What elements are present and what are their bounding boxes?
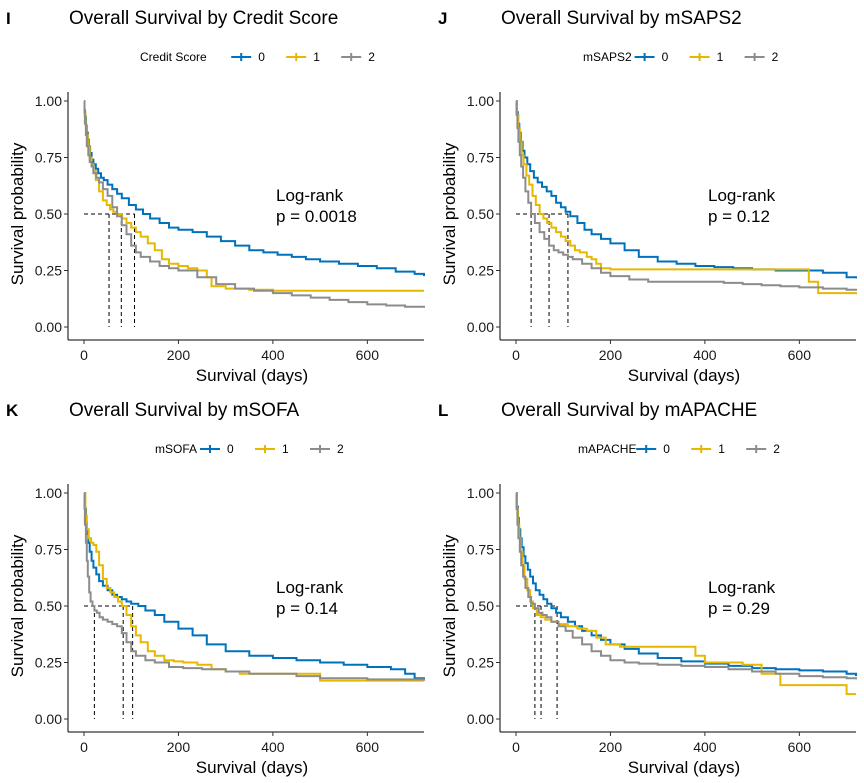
survival-curve-1 [515, 100, 857, 295]
p-value: p = 0.29 [708, 599, 770, 618]
survival-curve-0 [515, 100, 857, 279]
legend: mSOFA 0 1 2 [155, 442, 344, 456]
x-tick-label: 0 [512, 739, 520, 755]
legend-label-0: 0 [663, 442, 670, 456]
y-tick-label: 1.00 [35, 485, 62, 501]
panel-k: K Overall Survival by mSOFA mSOFA 0 1 2 0.00 0.… [6, 400, 425, 777]
x-tick-label: 200 [599, 739, 623, 755]
x-tick-label: 0 [512, 347, 520, 363]
chart-title: Overall Survival by Credit Score [69, 8, 338, 29]
legend-title: mAPACHE [578, 442, 636, 456]
x-tick-label: 200 [167, 739, 191, 755]
x-tick-label: 400 [693, 347, 717, 363]
legend-label-1: 1 [282, 442, 289, 456]
survival-curve-1 [84, 492, 424, 682]
legend-label-1: 1 [313, 50, 320, 64]
y-tick-label: 0.25 [35, 655, 62, 671]
p-value: p = 0.0018 [276, 207, 357, 226]
chart-title: Overall Survival by mSOFA [69, 400, 299, 421]
y-tick-label: 0.25 [35, 263, 62, 279]
chart-title: Overall Survival by mAPACHE [501, 400, 757, 421]
p-value: p = 0.14 [276, 599, 338, 618]
y-tick-label: 1.00 [467, 93, 494, 109]
y-axis-title: Survival probability [440, 534, 459, 677]
survival-curve-2 [83, 100, 425, 308]
legend-label-1: 1 [717, 50, 724, 64]
y-tick-label: 0.25 [467, 263, 494, 279]
x-tick-label: 200 [599, 347, 623, 363]
survival-curve-2 [515, 492, 857, 680]
x-axis-title: Survival (days) [196, 366, 308, 385]
logrank-label: Log-rank [708, 578, 776, 597]
x-tick-label: 0 [80, 347, 88, 363]
y-tick-label: 0.75 [467, 542, 494, 558]
y-tick-label: 0.50 [467, 598, 494, 614]
y-axis-title: Survival probability [8, 534, 27, 677]
p-value: p = 0.12 [708, 207, 770, 226]
survival-curve-1 [515, 492, 856, 696]
x-axis-title: Survival (days) [628, 366, 740, 385]
legend-title: mSAPS2 [583, 50, 632, 64]
survival-curve-0 [515, 492, 857, 677]
x-tick-label: 0 [80, 739, 88, 755]
legend: mAPACHE 0 1 2 [578, 442, 780, 456]
legend-label-2: 2 [773, 442, 780, 456]
survival-curve-2 [83, 492, 425, 681]
legend-label-1: 1 [718, 442, 725, 456]
legend-label-0: 0 [258, 50, 265, 64]
x-axis-title: Survival (days) [196, 758, 308, 777]
survival-curve-1 [83, 100, 424, 292]
x-tick-label: 600 [356, 739, 380, 755]
y-tick-label: 1.00 [467, 485, 494, 501]
y-tick-label: 0.75 [467, 150, 494, 166]
panel-letter: I [6, 9, 11, 28]
y-tick-label: 0.50 [467, 206, 494, 222]
survival-curve-2 [515, 100, 857, 291]
x-tick-label: 400 [261, 739, 285, 755]
panel-letter: K [6, 401, 19, 420]
y-tick-label: 0.50 [35, 598, 62, 614]
legend-label-0: 0 [662, 50, 669, 64]
x-tick-label: 600 [788, 739, 812, 755]
x-tick-label: 400 [693, 739, 717, 755]
y-tick-label: 0.00 [35, 319, 62, 335]
x-tick-label: 200 [167, 347, 191, 363]
panel-letter: J [438, 9, 447, 28]
legend-label-2: 2 [368, 50, 375, 64]
y-tick-label: 0.00 [467, 319, 494, 335]
legend: mSAPS2 0 1 2 [583, 50, 779, 64]
chart-title: Overall Survival by mSAPS2 [501, 8, 742, 29]
legend-title: Credit Score [140, 50, 207, 64]
y-tick-label: 0.25 [467, 655, 494, 671]
y-axis-title: Survival probability [8, 142, 27, 285]
panel-j: J Overall Survival by mSAPS2 mSAPS2 0 1 2 0.00… [438, 8, 857, 385]
logrank-label: Log-rank [276, 186, 344, 205]
x-axis-title: Survival (days) [628, 758, 740, 777]
legend: Credit Score 0 1 2 [140, 50, 375, 64]
x-tick-label: 600 [356, 347, 380, 363]
panel-l: L Overall Survival by mAPACHE mAPACHE 0 1 2 0.… [438, 400, 857, 777]
y-tick-label: 0.00 [467, 711, 494, 727]
panel-letter: L [438, 401, 448, 420]
y-tick-label: 1.00 [35, 93, 62, 109]
survival-curve-0 [83, 492, 425, 681]
legend-title: mSOFA [155, 442, 197, 456]
y-tick-label: 0.75 [35, 150, 62, 166]
y-tick-label: 0.00 [35, 711, 62, 727]
y-axis-title: Survival probability [440, 142, 459, 285]
legend-label-2: 2 [337, 442, 344, 456]
x-tick-label: 400 [261, 347, 285, 363]
logrank-label: Log-rank [276, 578, 344, 597]
y-tick-label: 0.50 [35, 206, 62, 222]
panel-i: I Overall Survival by Credit Score Credit … [6, 8, 425, 385]
logrank-label: Log-rank [708, 186, 776, 205]
x-tick-label: 600 [788, 347, 812, 363]
legend-label-2: 2 [772, 50, 779, 64]
y-tick-label: 0.75 [35, 542, 62, 558]
legend-label-0: 0 [227, 442, 234, 456]
